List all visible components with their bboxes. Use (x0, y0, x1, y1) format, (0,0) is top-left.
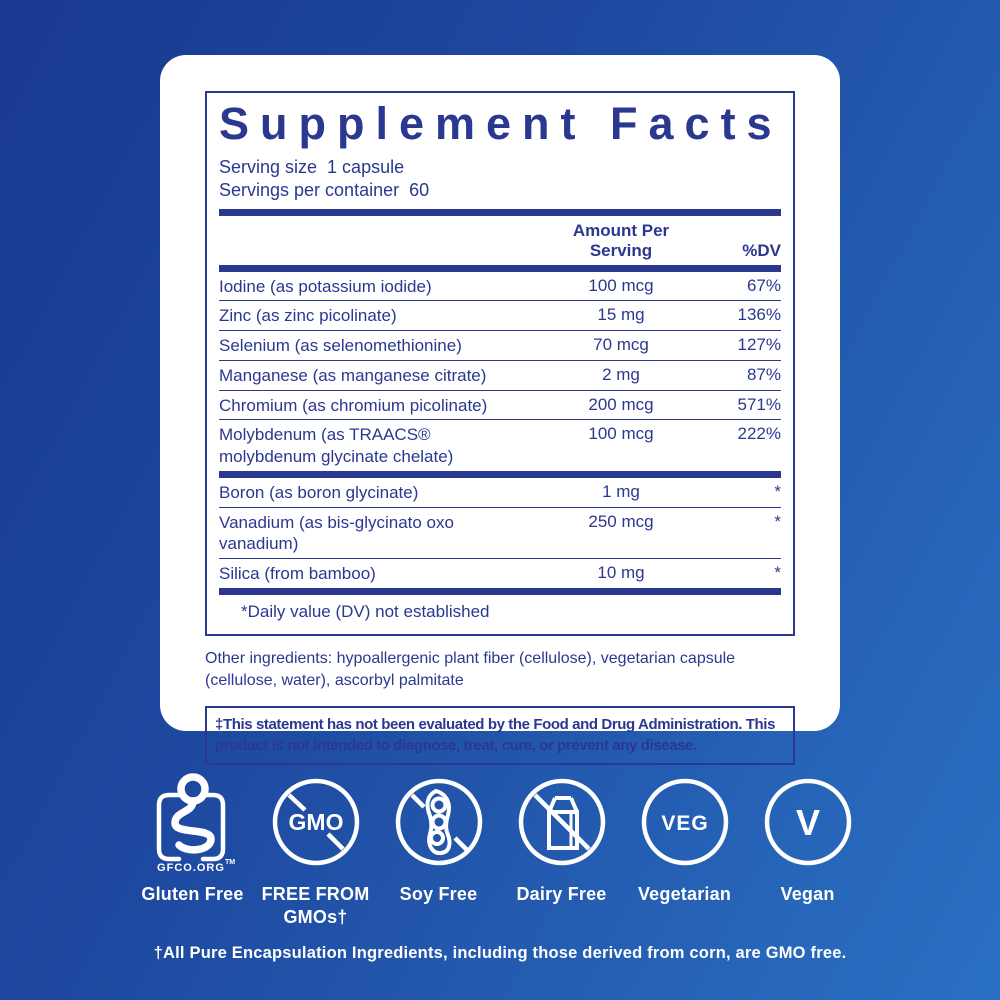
nutrient-dv: * (774, 511, 781, 531)
gfco-org-text: GFCO.ORG (157, 862, 225, 874)
gmo-footnote-text: †All Pure Encapsulation Ingredients, inc… (153, 944, 847, 962)
vegan-icon: V (762, 766, 854, 878)
supplement-label-card: Supplement Facts Serving size 1 capsule S… (160, 55, 840, 766)
nutrient-name: Molybdenum (as TRAACS® molybdenum glycin… (219, 425, 454, 467)
badge-label-dairy-free: Dairy Free (516, 884, 607, 904)
fda-disclaimer-box: ‡This statement has not been evaluated b… (205, 705, 795, 766)
serving-size-line: Serving size 1 capsule (219, 156, 781, 179)
nutrient-rows-with-dv: Iodine (as potassium iodide) 100 mcg 67%… (219, 272, 781, 471)
servings-per-container-value: 60 (409, 180, 430, 201)
nutrient-amount: 15 mg (597, 305, 645, 325)
badge-gluten-free: GFCO.ORG TM Gluten Free (131, 766, 254, 930)
table-row: Molybdenum (as TRAACS® molybdenum glycin… (219, 419, 781, 471)
nutrient-dv: 571% (737, 394, 781, 414)
nutrient-name: Selenium (as selenomethionine) (219, 336, 462, 356)
nutrient-dv: 222% (737, 424, 781, 444)
nutrient-dv: * (774, 563, 781, 583)
badge-gmo-free: GMO FREE FROM GMOs† (254, 766, 377, 930)
nutrient-rows-no-dv: Boron (as boron glycinate) 1 mg * Vanadi… (219, 478, 781, 588)
nutrient-amount: 70 mcg (593, 335, 649, 355)
veg-circle-text: VEG (661, 812, 708, 835)
nutrient-amount: 2 mg (602, 364, 640, 384)
nutrient-name: Iodine (as potassium iodide) (219, 276, 432, 296)
supplement-facts-panel: Supplement Facts Serving size 1 capsule S… (205, 91, 795, 636)
nutrient-amount: 250 mcg (588, 511, 654, 531)
nutrient-amount: 10 mg (597, 563, 645, 583)
table-row: Selenium (as selenomethionine) 70 mcg 12… (219, 330, 781, 360)
divider-bar-top (219, 208, 781, 216)
badge-vegan: V Vegan (746, 766, 869, 930)
divider-bar-header (219, 264, 781, 272)
nutrient-amount: 200 mcg (588, 394, 654, 414)
no-soy-icon (393, 766, 485, 878)
gfco-trademark-text: TM (224, 859, 234, 866)
table-row: Chromium (as chromium picolinate) 200 mc… (219, 389, 781, 420)
certification-badges-row: GFCO.ORG TM Gluten Free GMO FREE FROM GM… (0, 766, 1000, 930)
badge-label-vegetarian: Vegetarian (637, 884, 732, 904)
gfco-gluten-free-icon: GFCO.ORG TM (141, 766, 245, 878)
divider-bar-bottom (219, 587, 781, 595)
badge-label-gluten-free: Gluten Free (141, 884, 244, 904)
nutrient-name: Zinc (as zinc picolinate) (219, 306, 397, 326)
badge-dairy-free: Dairy Free (500, 766, 623, 930)
badge-soy-free: Soy Free (377, 766, 500, 930)
servings-per-container-label: Servings per container (219, 180, 400, 201)
vegan-circle-text: V (795, 802, 819, 843)
nutrient-dv: 87% (746, 364, 781, 384)
gmo-circle-text: GMO (288, 809, 343, 835)
no-gmo-icon: GMO (270, 766, 362, 878)
nutrient-name: Vanadium (as bis-glycinato oxo vanadium) (219, 512, 454, 554)
badge-label-vegan: Vegan (780, 884, 835, 904)
nutrient-dv: 136% (737, 305, 781, 325)
nutrient-amount: 1 mg (602, 481, 640, 501)
badge-label-gmo-free: FREE FROM GMOs† (261, 884, 370, 928)
divider-bar-middle (219, 470, 781, 478)
badge-vegetarian: VEG Vegetarian (623, 766, 746, 930)
table-row: Vanadium (as bis-glycinato oxo vanadium)… (219, 506, 781, 559)
column-header-dv: %DV (742, 240, 781, 260)
nutrient-name: Silica (from bamboo) (219, 564, 376, 584)
table-row: Iodine (as potassium iodide) 100 mcg 67% (219, 272, 781, 301)
nutrient-name: Chromium (as chromium picolinate) (219, 395, 488, 415)
nutrient-dv: 127% (737, 335, 781, 355)
dv-footnote: *Daily value (DV) not established (241, 601, 490, 621)
no-dairy-icon (516, 766, 608, 878)
nutrient-amount: 100 mcg (588, 275, 654, 295)
column-header-amount: Amount Per Serving (572, 220, 670, 260)
nutrient-dv: * (774, 481, 781, 501)
other-ingredients-text: Other ingredients: hypoallergenic plant … (205, 649, 736, 690)
table-row: Zinc (as zinc picolinate) 15 mg 136% (219, 300, 781, 330)
nutrient-dv: 67% (746, 275, 781, 295)
table-row: Boron (as boron glycinate) 1 mg * (219, 478, 781, 507)
table-column-headers: Amount Per Serving %DV (219, 216, 781, 265)
nutrient-name: Boron (as boron glycinate) (219, 482, 419, 502)
serving-size-label: Serving size (219, 156, 318, 177)
table-row: Silica (from bamboo) 10 mg * (219, 558, 781, 588)
table-row: Manganese (as manganese citrate) 2 mg 87… (219, 359, 781, 390)
servings-per-container-line: Servings per container 60 (219, 179, 781, 202)
serving-size-value: 1 capsule (327, 156, 405, 177)
supplement-facts-title: Supplement Facts (219, 98, 783, 149)
nutrient-amount: 100 mcg (588, 424, 654, 444)
badge-label-soy-free: Soy Free (399, 884, 478, 904)
vegetarian-icon: VEG (639, 766, 731, 878)
nutrient-name: Manganese (as manganese citrate) (219, 365, 487, 385)
